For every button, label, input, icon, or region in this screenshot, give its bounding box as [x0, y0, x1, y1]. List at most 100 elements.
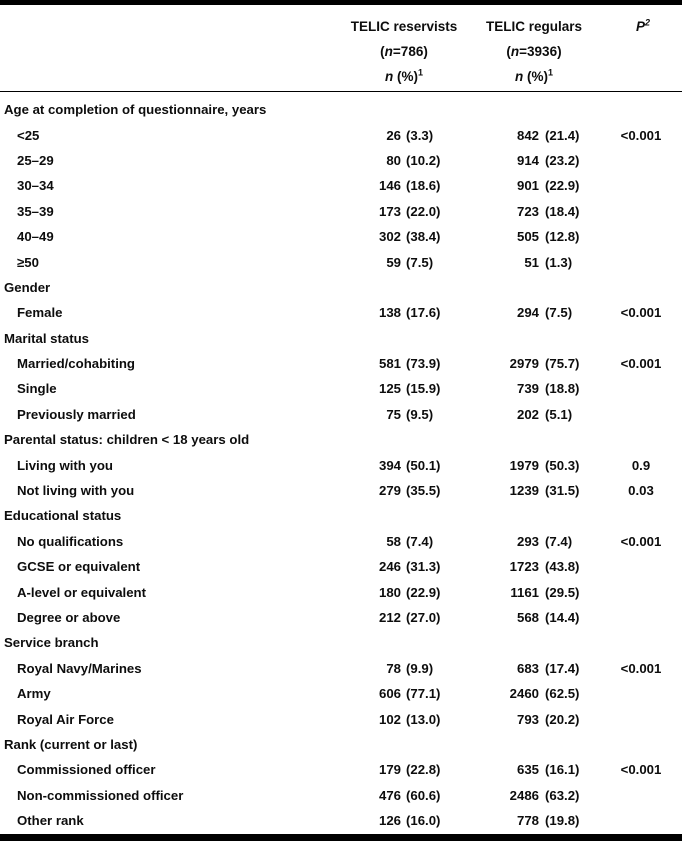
- reservists-cell: 180 (22.9): [344, 585, 464, 600]
- table-row: A-level or equivalent 180 (22.9) 1161 (29.5): [0, 579, 682, 604]
- reservists-n: 581: [378, 356, 401, 372]
- regulars-pct: (21.4): [545, 127, 580, 143]
- reservists-title: TELIC reservists: [350, 19, 458, 34]
- regulars-pct: (63.2): [545, 787, 580, 803]
- regulars-cell: 202 (5.1): [464, 407, 604, 422]
- reservists-cell: 606 (77.1): [344, 686, 464, 701]
- reservists-cell: 126 (16.0): [344, 813, 464, 828]
- row-label: Living with you: [17, 457, 113, 473]
- table-row: Not living with you 279 (35.5) 1239 (31.5) 0.…: [0, 478, 682, 503]
- regulars-n: 568: [516, 610, 539, 625]
- reservists-cell: 173 (22.0): [344, 204, 464, 219]
- regulars-pct: (29.5): [545, 584, 580, 600]
- p-value-cell: <0.001: [620, 305, 662, 321]
- table-header: TELIC reservists (n=786) n (%)1 TELIC re…: [0, 5, 682, 92]
- regulars-cell: 568 (14.4): [464, 610, 604, 625]
- section-header-row: Educational status: [0, 503, 682, 528]
- table-row: Female 138 (17.6) 294 (7.5) <0.001: [0, 300, 682, 325]
- regulars-n: 1723: [509, 559, 539, 575]
- reservists-cell: 246 (31.3): [344, 559, 464, 574]
- reservists-n: 80: [386, 152, 401, 168]
- reservists-cell: 212 (27.0): [344, 610, 464, 625]
- regulars-pct: (50.3): [545, 457, 580, 473]
- section-header-row: Age at completion of questionnaire, year…: [0, 97, 682, 122]
- section-header-row: Gender: [0, 275, 682, 300]
- reservists-n: 102: [378, 711, 401, 727]
- reservists-n: 246: [378, 559, 401, 575]
- regulars-cell: 1979 (50.3): [464, 458, 604, 473]
- regulars-n: 1161: [510, 584, 539, 600]
- regulars-cell: 683 (17.4): [464, 661, 604, 676]
- reservists-cell: 75 (9.5): [344, 407, 464, 422]
- reservists-pct: (10.2): [406, 152, 441, 168]
- regulars-n: 1979: [509, 457, 539, 473]
- reservists-pct: (60.6): [406, 787, 441, 803]
- reservists-pct: (3.3): [406, 127, 434, 143]
- regulars-n: 51: [524, 254, 539, 270]
- row-label: Single: [17, 381, 57, 397]
- reservists-n: 212: [378, 610, 401, 625]
- p-value-cell: <0.001: [620, 127, 662, 143]
- reservists-n: 606: [378, 686, 401, 702]
- reservists-count: (n=786): [344, 39, 464, 64]
- row-label: Royal Navy/Marines: [17, 660, 142, 676]
- p-value-header: P2: [604, 14, 682, 39]
- regulars-cell: 739 (18.8): [464, 381, 604, 396]
- regulars-n: 635: [516, 762, 539, 778]
- regulars-pct: (20.2): [545, 711, 580, 727]
- regulars-n: 683: [516, 660, 539, 676]
- reservists-cell: 59 (7.5): [344, 255, 464, 270]
- reservists-n: 126: [378, 813, 401, 829]
- header-col-p: P2: [604, 14, 682, 91]
- regulars-n: 723: [516, 203, 539, 219]
- row-label: Not living with you: [17, 483, 135, 499]
- regulars-pct: (43.8): [545, 559, 580, 575]
- section-header-row: Service branch: [0, 630, 682, 655]
- regulars-cell: 723 (18.4): [464, 204, 604, 219]
- regulars-n: 2979: [509, 356, 539, 372]
- regulars-n: 293: [516, 533, 539, 549]
- reservists-n: 476: [378, 787, 401, 803]
- reservists-cell: 138 (17.6): [344, 305, 464, 320]
- reservists-cell: 78 (9.9): [344, 661, 464, 676]
- reservists-pct: (7.5): [406, 254, 434, 270]
- p-value-cell: <0.001: [620, 356, 662, 372]
- stat-rest: (%): [523, 69, 548, 84]
- reservists-pct: (16.0): [406, 813, 441, 829]
- reservists-n: 78: [386, 660, 401, 676]
- n-symbol: n: [384, 44, 393, 59]
- regulars-n: 1239: [509, 483, 539, 499]
- row-label: Degree or above: [17, 610, 121, 625]
- regulars-n: 294: [516, 305, 539, 321]
- reservists-n: 75: [386, 406, 401, 422]
- regulars-pct: (18.8): [545, 381, 580, 397]
- table-row: ≥50 59 (7.5) 51 (1.3): [0, 249, 682, 274]
- regulars-pct: (7.5): [545, 305, 573, 321]
- regulars-cell: 914 (23.2): [464, 153, 604, 168]
- header-col-regulars: TELIC regulars (n=3936) n (%)1: [464, 14, 604, 91]
- reservists-n: 125: [378, 381, 401, 397]
- regulars-count: (n=3936): [464, 39, 604, 64]
- reservists-cell: 80 (10.2): [344, 153, 464, 168]
- table-row: Commissioned officer 179 (22.8) 635 (16.1) <0…: [0, 757, 682, 782]
- regulars-cell: 635 (16.1): [464, 762, 604, 777]
- regulars-pct: (1.3): [545, 254, 573, 270]
- regulars-pct: (23.2): [545, 152, 580, 168]
- reservists-pct: (18.6): [406, 178, 441, 194]
- reservists-cell: 146 (18.6): [344, 178, 464, 193]
- reservists-n: 173: [378, 203, 401, 219]
- reservists-cell: 581 (73.9): [344, 356, 464, 371]
- regulars-cell: 2979 (75.7): [464, 356, 604, 371]
- n-symbol: n: [514, 69, 524, 84]
- footnote-marker: 1: [547, 67, 553, 78]
- section-header-row: Parental status: children < 18 years old: [0, 427, 682, 452]
- reservists-pct: (22.0): [406, 203, 441, 219]
- paren: (: [506, 44, 511, 59]
- row-label: 40–49: [17, 229, 54, 245]
- reservists-pct: (73.9): [406, 356, 441, 372]
- footnote-marker: 1: [417, 67, 423, 78]
- table-row: 40–49 302 (38.4) 505 (12.8): [0, 224, 682, 249]
- regulars-n: 2460: [509, 686, 539, 702]
- row-label: ≥50: [17, 254, 39, 270]
- row-label: 25–29: [17, 152, 54, 168]
